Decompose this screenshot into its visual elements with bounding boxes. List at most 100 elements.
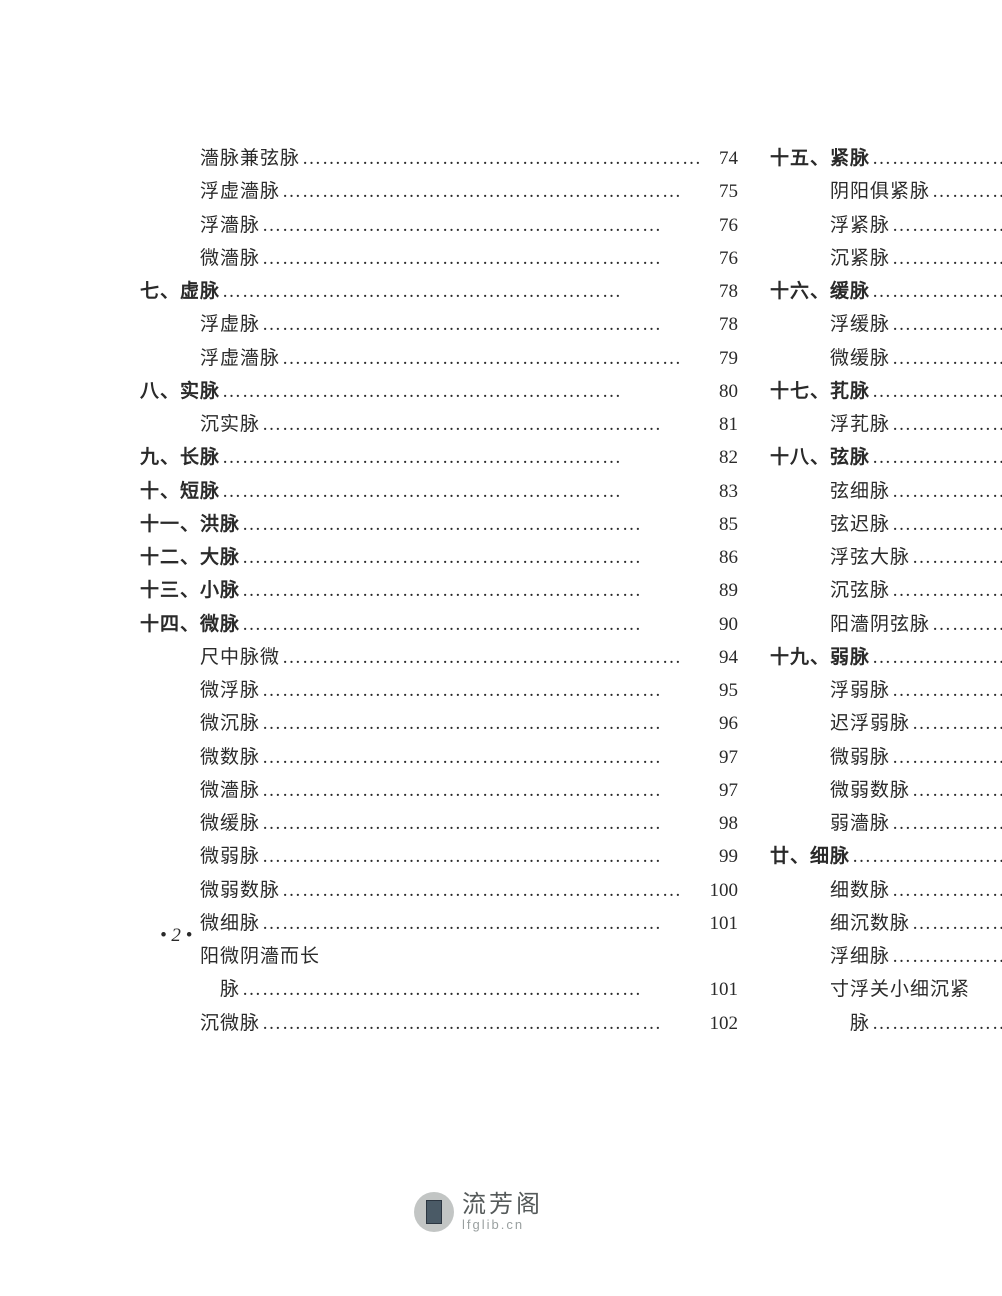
toc-leader-dots: …………………………………………………… (870, 275, 1002, 308)
toc-leader-dots: …………………………………………………… (870, 1007, 1002, 1040)
toc-leader-dots: …………………………………………………… (260, 308, 704, 341)
brand-icon (414, 1192, 454, 1232)
toc-leader-dots: …………………………………………………… (280, 342, 704, 375)
toc-entry: 弱濇脉……………………………………………………125 (770, 807, 1002, 840)
toc-leader-dots: …………………………………………………… (260, 674, 704, 707)
toc-leader-dots: …………………………………………………… (260, 707, 704, 740)
toc-page-number: 76 (704, 209, 738, 242)
toc-section-label: 十五、紧脉 (770, 142, 870, 175)
toc-leader-dots: …………………………………………………… (260, 209, 704, 242)
toc-item-label: 迟浮弱脉 (830, 707, 910, 740)
toc-item-label: 微濇脉 (200, 774, 260, 807)
toc-leader-dots: …………………………………………………… (220, 275, 704, 308)
toc-entry: 浮芤脉……………………………………………………112 (770, 408, 1002, 441)
toc-item-label: 微弱脉 (200, 840, 260, 873)
toc-leader-dots: …………………………………………………… (220, 475, 704, 508)
toc-entry: 沉微脉……………………………………………………102 (140, 1007, 738, 1040)
toc-entry: 十九、弱脉……………………………………………………122 (770, 641, 1002, 674)
brand-name-cn: 流芳阁 (462, 1193, 543, 1218)
toc-entry: 浮细脉……………………………………………………130 (770, 940, 1002, 973)
toc-leader-dots: …………………………………………………… (220, 375, 704, 408)
toc-page-number: 102 (704, 1007, 738, 1040)
toc-entry: 沉紧脉……………………………………………………106 (770, 242, 1002, 275)
toc-item-label: 微浮脉 (200, 674, 260, 707)
toc-page-number: 97 (704, 741, 738, 774)
toc-page-number: 78 (704, 308, 738, 341)
toc-entry: 迟浮弱脉……………………………………………………124 (770, 707, 1002, 740)
toc-item-label: 微弱脉 (830, 741, 890, 774)
toc-leader-dots: …………………………………………………… (240, 973, 704, 1006)
toc-item-label: 浮弦大脉 (830, 541, 910, 574)
toc-entry: 浮紧脉……………………………………………………106 (770, 209, 1002, 242)
toc-item-label: 细沉数脉 (830, 907, 910, 940)
toc-page-number: 100 (704, 874, 738, 907)
toc-leader-dots: …………………………………………………… (260, 807, 704, 840)
toc-entry: 十五、紧脉……………………………………………………104 (770, 142, 1002, 175)
toc-page-number: 76 (704, 242, 738, 275)
toc-entry: 浮缓脉……………………………………………………109 (770, 308, 1002, 341)
toc-item-label: 浮虚脉 (200, 308, 260, 341)
toc-item-label: 微数脉 (200, 741, 260, 774)
toc-page-number: 81 (704, 408, 738, 441)
toc-page-number: 74 (704, 142, 738, 175)
toc-leader-dots: …………………………………………………… (220, 441, 704, 474)
toc-leader-dots: …………………………………………………… (890, 308, 1002, 341)
toc-section-label: 十八、弦脉 (770, 441, 870, 474)
toc-leader-dots: …………………………………………………… (870, 641, 1002, 674)
toc-leader-dots: …………………………………………………… (890, 940, 1002, 973)
toc-leader-dots: …………………………………………………… (910, 907, 1002, 940)
toc-page-number: 101 (704, 907, 738, 940)
toc-entry: 十一、洪脉……………………………………………………85 (140, 508, 738, 541)
toc-leader-dots: …………………………………………………… (240, 574, 704, 607)
toc-entry: 十、短脉……………………………………………………83 (140, 475, 738, 508)
toc-leader-dots: …………………………………………………… (260, 840, 704, 873)
toc-entry: 微濇脉……………………………………………………97 (140, 774, 738, 807)
toc-entry: 浮虚脉……………………………………………………78 (140, 308, 738, 341)
toc-page-number: 96 (704, 707, 738, 740)
toc-page-number: 94 (704, 641, 738, 674)
toc-item-label: 弦细脉 (830, 475, 890, 508)
toc-entry: 九、长脉……………………………………………………82 (140, 441, 738, 474)
toc-page-number: 90 (704, 608, 738, 641)
toc-entry: 微弱脉……………………………………………………144 (770, 741, 1002, 774)
toc-entry: 十二、大脉……………………………………………………86 (140, 541, 738, 574)
toc-leader-dots: …………………………………………………… (890, 674, 1002, 707)
toc-leader-dots: …………………………………………………… (930, 175, 1002, 208)
toc-page-number: 83 (704, 475, 738, 508)
toc-page-number: 80 (704, 375, 738, 408)
toc-entry: 十四、微脉……………………………………………………90 (140, 608, 738, 641)
toc-item-label: 脉 (220, 973, 240, 1006)
toc-item-label: 浮弱脉 (830, 674, 890, 707)
toc-item-label: 寸浮关小细沉紧 (830, 973, 970, 1006)
toc-entry: 微细脉……………………………………………………101 (140, 907, 738, 940)
toc-item-label: 尺中脉微 (200, 641, 280, 674)
toc-entry: 浮濇脉……………………………………………………76 (140, 209, 738, 242)
toc-item-label: 微沉脉 (200, 707, 260, 740)
toc-page-number: 78 (704, 275, 738, 308)
toc-page: 濇脉兼弦脉……………………………………………………74浮虚濇脉………………………… (140, 142, 860, 1040)
toc-page-number: 101 (704, 973, 738, 1006)
toc-leader-dots: …………………………………………………… (260, 408, 704, 441)
toc-leader-dots: …………………………………………………… (240, 508, 704, 541)
toc-entry: 濇脉兼弦脉……………………………………………………74 (140, 142, 738, 175)
toc-leader-dots: …………………………………………………… (890, 741, 1002, 774)
toc-leader-dots: …………………………………………………… (870, 142, 1002, 175)
toc-leader-dots: …………………………………………………… (870, 375, 1002, 408)
toc-section-label: 八、实脉 (140, 375, 220, 408)
toc-item-label: 沉紧脉 (830, 242, 890, 275)
toc-entry: 微沉脉……………………………………………………96 (140, 707, 738, 740)
toc-entry: 阴阳俱紧脉……………………………………………………105 (770, 175, 1002, 208)
toc-leader-dots: …………………………………………………… (260, 774, 704, 807)
toc-leader-dots: …………………………………………………… (240, 541, 704, 574)
toc-item-label: 浮虚濇脉 (200, 342, 280, 375)
toc-entry: 脉……………………………………………………101 (140, 973, 738, 1006)
toc-item-label: 阴阳俱紧脉 (830, 175, 930, 208)
toc-leader-dots: …………………………………………………… (240, 608, 704, 641)
toc-leader-dots: …………………………………………………… (890, 209, 1002, 242)
toc-entry: 寸浮关小细沉紧 (770, 973, 1002, 1006)
toc-entry: 微弱数脉……………………………………………………125 (770, 774, 1002, 807)
toc-entry: 十八、弦脉……………………………………………………113 (770, 441, 1002, 474)
toc-item-label: 沉微脉 (200, 1007, 260, 1040)
toc-entry: 脉……………………………………………………131 (770, 1007, 1002, 1040)
toc-entry: 浮虚濇脉……………………………………………………75 (140, 175, 738, 208)
